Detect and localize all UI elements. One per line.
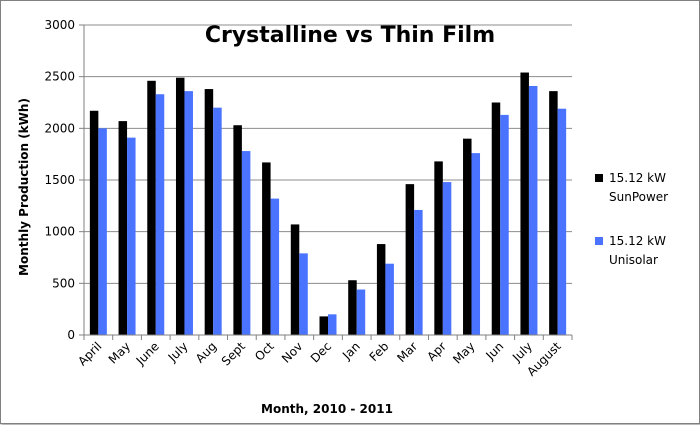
- bar-sunpower-april: [89, 110, 99, 336]
- x-axis-label: Month, 2010 - 2011: [261, 402, 393, 416]
- x-tick-label: Dec: [308, 339, 334, 365]
- bar-unisolar-july: [528, 85, 538, 335]
- x-tick-label: Jun: [482, 339, 506, 363]
- bar-sunpower-jun: [491, 102, 501, 335]
- bar-sunpower-sept: [233, 125, 242, 335]
- bar-sunpower-aug: [204, 89, 214, 335]
- bar-sunpower-mar: [405, 184, 415, 335]
- x-tick-label: July: [165, 339, 191, 365]
- bar-sunpower-nov: [290, 224, 300, 335]
- x-tick-label: Apr: [424, 339, 449, 364]
- bar-unisolar-oct: [270, 198, 280, 335]
- bar-unisolar-may: [127, 137, 136, 335]
- gridlines: [84, 24, 572, 284]
- bar-unisolar-april: [98, 128, 107, 335]
- bar-unisolar-sept: [241, 151, 251, 335]
- x-tick-label: Nov: [279, 339, 305, 365]
- bar-sunpower-june: [147, 80, 156, 335]
- bar-sunpower-feb: [376, 244, 386, 335]
- x-tick-label: Feb: [367, 339, 392, 364]
- bar-sunpower-august: [549, 91, 558, 335]
- legend-swatch: [595, 174, 603, 182]
- bar-unisolar-aug: [213, 107, 222, 336]
- x-tick-label: May: [450, 339, 477, 366]
- x-tick-label: May: [106, 339, 133, 366]
- bar-sunpower-may: [118, 121, 128, 335]
- x-tick-label: Sept: [219, 339, 248, 368]
- x-tick-label: Oct: [252, 339, 277, 364]
- x-tick-label: Aug: [193, 339, 219, 365]
- y-tick-label: 2500: [44, 70, 75, 84]
- legend-entry-text: Unisolar: [609, 253, 658, 267]
- bar-unisolar-feb: [385, 263, 394, 335]
- bar-sunpower-may: [463, 138, 472, 335]
- bar-sunpower-apr: [434, 161, 443, 335]
- bar-unisolar-apr: [442, 182, 452, 335]
- bar-unisolar-july: [184, 91, 193, 335]
- legend: 15.12 kW SunPower 15.12 kW Unisolar: [595, 171, 668, 267]
- bar-unisolar-mar: [414, 209, 423, 335]
- bar-unisolar-august: [557, 108, 567, 335]
- bar-sunpower-july: [520, 72, 529, 336]
- y-tick-label: 1500: [44, 173, 75, 187]
- y-tick-label: 1000: [44, 225, 75, 239]
- x-tick-label: June: [133, 339, 162, 368]
- legend-entry-text: 15.12 kW: [609, 171, 666, 185]
- legend-swatch: [595, 237, 603, 245]
- y-tick-label: 500: [52, 276, 75, 290]
- bar-sunpower-jan: [348, 280, 357, 335]
- bar-sunpower-dec: [319, 316, 328, 335]
- x-tick-label: Mar: [394, 339, 420, 365]
- x-tick-label: Jan: [339, 339, 363, 363]
- y-tick-label: 0: [67, 328, 75, 342]
- bar-unisolar-dec: [328, 314, 337, 335]
- bar-sunpower-oct: [262, 162, 271, 335]
- bar-unisolar-may: [471, 153, 481, 335]
- bar-unisolar-jan: [356, 289, 366, 335]
- bars: [89, 72, 567, 336]
- legend-entry-text: SunPower: [609, 190, 668, 204]
- x-tick-label: April: [75, 339, 104, 368]
- chart-title: Crystalline vs Thin Film: [205, 23, 495, 48]
- y-tick-label: 2000: [44, 121, 75, 135]
- bar-unisolar-jun: [500, 114, 509, 336]
- legend-entry-text: 15.12 kW: [609, 234, 666, 248]
- bar-unisolar-june: [155, 94, 165, 335]
- bar-unisolar-nov: [299, 253, 308, 335]
- y-tick-label: 3000: [44, 18, 75, 32]
- y-axis-label: Monthly Production (kWh): [17, 98, 31, 276]
- bar-sunpower-july: [175, 77, 185, 335]
